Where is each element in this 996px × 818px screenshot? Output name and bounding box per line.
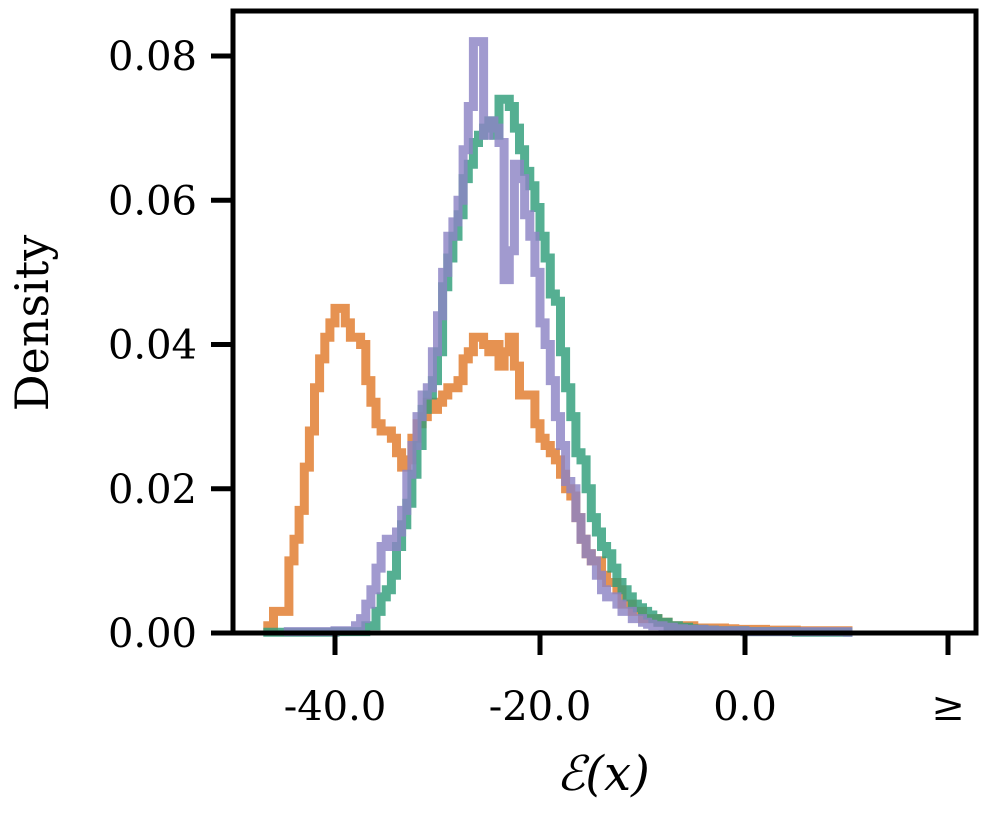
plot-frame: [230, 8, 979, 636]
y-tick-label: 0.00: [108, 611, 197, 657]
series-2-histogram: [263, 94, 853, 637]
y-tick-label: 0.06: [108, 178, 197, 224]
x-axis-title: ℰ(x): [556, 746, 650, 802]
series-3-histogram: [283, 37, 853, 637]
x-tick-label: -20.0: [489, 684, 592, 730]
series-1-histogram: [263, 303, 853, 636]
x-axis-ticks: -40.0 -20.0 0.0 ≥: [284, 633, 965, 730]
x-tick-label: 0.0: [713, 684, 777, 730]
y-tick-label: 0.02: [108, 467, 197, 513]
series-layer: [263, 37, 853, 637]
y-tick-label: 0.04: [108, 323, 197, 369]
y-tick-label: 0.08: [108, 34, 197, 80]
x-tick-label: -40.0: [284, 684, 387, 730]
y-axis-title: Density: [5, 235, 59, 412]
x-tick-label: ≥: [931, 684, 965, 730]
y-axis-ticks: 0.00 0.02 0.04 0.06 0.08: [108, 34, 233, 657]
